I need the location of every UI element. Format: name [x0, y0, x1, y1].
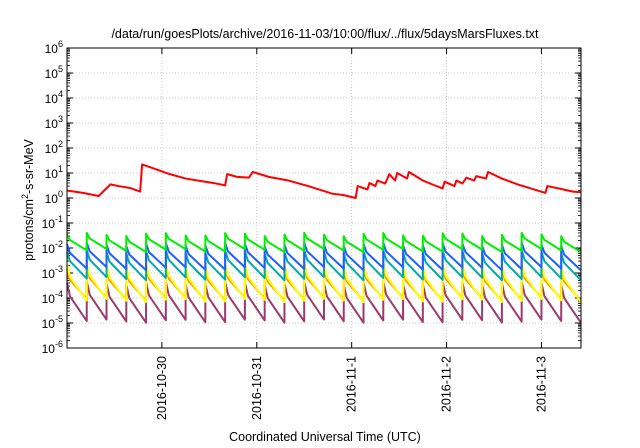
x-tick-label: 2016-10-31 — [250, 356, 264, 420]
x-tick-label: 2016-11-3 — [534, 356, 548, 412]
plot-frame — [66, 47, 582, 349]
x-tick-label: 2016-11-2 — [440, 356, 454, 412]
y-ticks: 106 105 104 103 102 101 100 10-1 10-2 10-3 10-4 10-… — [42, 39, 581, 356]
y-axis-label: protons/cm2-s-sr-MeV — [20, 138, 36, 260]
x-ticks: 2016-10-30 2016-10-31 2016-11-1 2016-11-2 20… — [155, 48, 548, 420]
y-tick-label: 103 — [45, 114, 63, 131]
series-line — [66, 280, 582, 324]
series-line — [66, 231, 582, 254]
series-line — [66, 241, 582, 272]
y-tick-label: 10-3 — [42, 264, 63, 281]
y-tick-label: 10-6 — [42, 339, 63, 356]
x-tick-label: 2016-10-30 — [155, 356, 169, 420]
series-line — [66, 261, 582, 304]
chart-title: /data/run/goesPlots/archive/2016-11-03/1… — [111, 27, 539, 41]
y-tick-label: 100 — [45, 189, 63, 206]
y-tick-label: 106 — [45, 39, 63, 56]
y-tick-label: 10-2 — [42, 239, 63, 256]
y-tick-label: 102 — [45, 139, 63, 156]
x-tick-label: 2016-11-1 — [345, 356, 359, 412]
y-tick-label: 10-4 — [42, 289, 63, 306]
y-tick-label: 105 — [45, 64, 63, 81]
y-tick-label: 10-1 — [42, 214, 63, 231]
y-tick-label: 104 — [45, 89, 63, 106]
series-line — [66, 163, 582, 199]
y-tick-label: 101 — [45, 164, 63, 181]
series-lines — [66, 163, 582, 324]
x-axis-label: Coordinated Universal Time (UTC) — [229, 430, 421, 444]
y-tick-label: 10-5 — [42, 314, 63, 331]
